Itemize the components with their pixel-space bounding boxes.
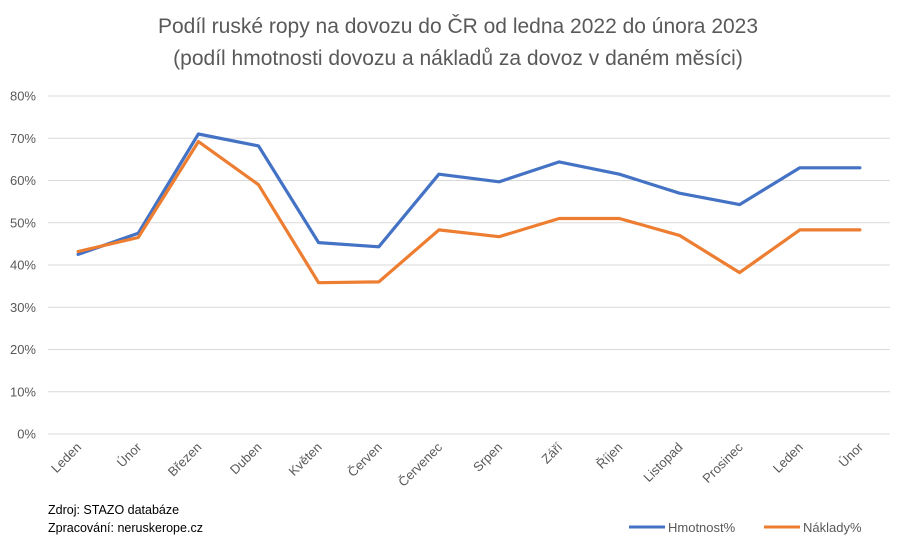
x-tick-label: Prosinec xyxy=(699,439,746,486)
y-tick-label: 10% xyxy=(10,384,36,399)
x-tick-label: Leden xyxy=(770,440,806,476)
legend: Hmotnost% Náklady% xyxy=(629,520,862,535)
x-tick-label: Květen xyxy=(286,440,325,479)
y-tick-label: 70% xyxy=(10,131,36,146)
x-tick-label: Duben xyxy=(227,440,265,478)
y-tick-label: 40% xyxy=(10,258,36,273)
x-axis-ticks: Leden Únor Březen Duben Květen Červen Červenec… xyxy=(48,439,866,489)
chart-subtitle: (podíl hmotnosti dovozu a nákladů za dov… xyxy=(173,47,743,70)
y-axis-ticks: 0% 10% 20% 30% 40% 50% 60% 70% 80% xyxy=(10,89,36,442)
y-tick-label: 50% xyxy=(10,215,36,230)
x-tick-label: Březen xyxy=(165,440,205,480)
source-note: Zdroj: STAZO databáze xyxy=(48,503,179,517)
series-lines xyxy=(76,132,862,285)
chart-title: Podíl ruské ropy na dovozu do ČR od ledn… xyxy=(158,15,758,38)
series-line-hmotnost xyxy=(76,132,862,256)
y-tick-label: 20% xyxy=(10,342,36,357)
legend-label-naklady: Náklady% xyxy=(803,520,862,535)
processing-note: Zpracování: neruskerope.cz xyxy=(48,521,203,535)
y-tick-label: 0% xyxy=(17,427,36,442)
x-tick-label: Červen xyxy=(345,440,385,480)
y-tick-label: 30% xyxy=(10,300,36,315)
y-tick-label: 60% xyxy=(10,173,36,188)
y-tick-label: 80% xyxy=(10,89,36,104)
source-notes: Zdroj: STAZO databáze Zpracování: nerusk… xyxy=(48,503,203,535)
x-tick-label: Září xyxy=(538,439,565,466)
x-tick-label: Únor xyxy=(114,439,145,470)
x-tick-label: Červenec xyxy=(395,439,445,489)
gridlines xyxy=(48,95,890,435)
x-tick-label: Listopad xyxy=(640,440,685,485)
series-line-naklady xyxy=(76,140,862,285)
legend-label-hmotnost: Hmotnost% xyxy=(668,520,736,535)
x-tick-label: Leden xyxy=(48,440,84,476)
x-tick-label: Únor xyxy=(836,439,867,470)
x-tick-label: Srpen xyxy=(470,440,505,475)
x-tick-label: Říjen xyxy=(593,440,625,472)
